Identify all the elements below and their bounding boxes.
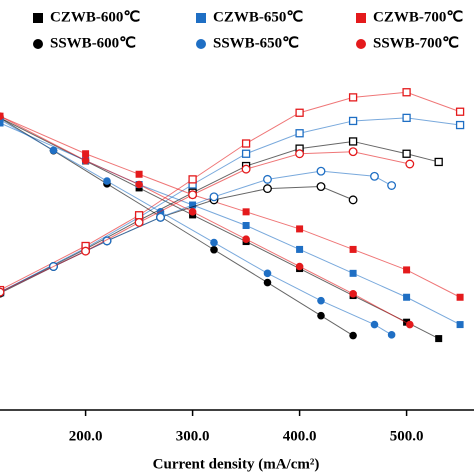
marker	[296, 225, 304, 233]
marker	[387, 331, 396, 339]
marker	[135, 180, 143, 189]
marker	[348, 116, 358, 126]
marker	[316, 166, 326, 176]
series-line	[0, 151, 410, 293]
marker	[241, 164, 251, 174]
marker	[403, 266, 411, 274]
x-axis-label: Current density (mA/cm²)	[153, 456, 320, 472]
marker	[455, 120, 465, 130]
legend-marker	[196, 39, 206, 49]
marker	[210, 245, 218, 254]
marker	[348, 93, 358, 102]
marker	[348, 137, 358, 146]
marker	[402, 88, 411, 97]
legend-label: CZWB-600℃	[50, 9, 140, 25]
marker	[82, 150, 90, 158]
marker	[405, 159, 415, 169]
marker	[103, 177, 111, 185]
marker	[241, 149, 251, 158]
marker	[316, 182, 326, 191]
x-tick-label: 500.0	[390, 428, 424, 444]
marker	[209, 192, 219, 202]
marker	[156, 212, 165, 222]
marker	[134, 211, 144, 220]
marker	[242, 208, 250, 216]
x-tick-label: 300.0	[176, 428, 210, 444]
marker	[402, 113, 411, 123]
marker	[263, 184, 272, 194]
marker	[210, 238, 218, 247]
marker	[188, 190, 198, 200]
legend-label: CZWB-700℃	[373, 9, 463, 25]
marker	[406, 320, 414, 329]
marker	[49, 146, 58, 155]
marker	[81, 246, 91, 256]
legend-marker	[356, 39, 366, 49]
series-line	[0, 117, 461, 293]
marker	[242, 235, 250, 243]
marker	[188, 175, 197, 184]
marker	[0, 119, 4, 127]
marker	[370, 320, 379, 329]
marker	[456, 321, 464, 329]
marker	[0, 112, 4, 120]
series-line	[0, 115, 411, 326]
marker	[455, 107, 465, 116]
marker	[263, 269, 272, 278]
x-tick-label: 200.0	[69, 428, 103, 444]
marker	[135, 170, 143, 178]
marker	[403, 318, 411, 326]
marker	[263, 174, 272, 184]
marker	[370, 171, 379, 181]
marker	[295, 129, 304, 138]
marker	[295, 149, 305, 159]
marker	[349, 290, 357, 298]
marker	[434, 157, 443, 167]
series-line	[0, 117, 439, 340]
marker	[348, 195, 358, 205]
marker	[348, 147, 358, 157]
legend-marker	[33, 39, 43, 49]
marker	[295, 108, 304, 117]
legend-label: SSWB-600℃	[50, 35, 136, 51]
x-tick-label: 400.0	[283, 428, 317, 444]
marker	[317, 296, 325, 305]
series-line	[0, 117, 354, 336]
legend-marker	[356, 13, 366, 23]
marker	[295, 262, 304, 271]
legend-label: CZWB-650℃	[213, 9, 303, 25]
marker	[296, 245, 304, 253]
marker	[263, 278, 272, 287]
marker	[317, 311, 325, 320]
marker	[134, 217, 144, 227]
marker	[81, 156, 90, 165]
series-line	[0, 140, 439, 293]
series-line	[0, 122, 461, 326]
marker	[349, 245, 357, 253]
marker	[188, 208, 197, 216]
legend-label: SSWB-650℃	[213, 35, 299, 51]
legend-marker	[196, 13, 206, 23]
marker	[403, 293, 411, 301]
marker	[0, 287, 5, 297]
marker	[435, 335, 443, 343]
marker	[402, 149, 411, 158]
series-line	[0, 115, 461, 298]
marker	[387, 181, 397, 190]
marker	[349, 269, 357, 277]
legend-label: SSWB-700℃	[373, 35, 459, 51]
marker	[456, 293, 464, 301]
series-line	[0, 119, 392, 336]
legend-marker	[33, 13, 43, 23]
marker	[241, 139, 251, 148]
marker	[242, 222, 250, 229]
marker	[349, 331, 357, 340]
